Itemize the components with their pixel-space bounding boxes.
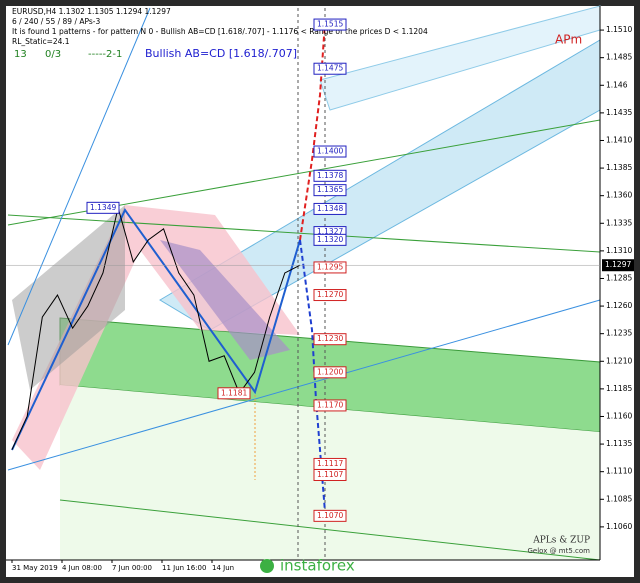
level-label: 1.1270 — [317, 290, 343, 299]
header-line: RL_Static=24.1 — [12, 37, 70, 46]
level-label: 1.1365 — [317, 185, 343, 194]
level-box — [313, 145, 347, 158]
chart-title: Bullish AB=CD [1.618/.707] — [145, 47, 297, 60]
level-box — [313, 18, 347, 31]
y-tick-label: 1.1285 — [606, 273, 632, 282]
level-box — [217, 387, 251, 400]
credit: Gelox @ mt5.com — [527, 547, 590, 555]
current-price-label: 1.1297 — [605, 260, 631, 269]
x-tick-label: 7 Jun 00:00 — [112, 564, 152, 572]
level-box — [313, 399, 347, 412]
x-tick-label: 11 Jun 16:00 — [162, 564, 206, 572]
level-box — [313, 202, 347, 215]
level-label: 1.1327 — [317, 227, 343, 236]
level-label: 1.1070 — [317, 511, 343, 520]
y-tick-label: 1.1410 — [606, 135, 632, 144]
logo — [260, 559, 274, 573]
level-label: 1.1107 — [317, 470, 343, 479]
y-tick-label: 1.1085 — [606, 494, 632, 503]
level-box — [313, 509, 347, 522]
status: -----2-1 — [88, 49, 122, 60]
y-tick-label: 1.1310 — [606, 246, 632, 255]
y-tick-label: 1.1385 — [606, 163, 632, 172]
watermark: instaforex — [280, 557, 355, 575]
level-box — [86, 201, 120, 214]
x-tick-label: 4 Jun 08:00 — [62, 564, 102, 572]
y-tick-label: 1.146 — [606, 80, 628, 89]
header-line: It is found 1 patterns - for pattern N 0… — [12, 27, 428, 36]
y-tick-label: 1.1160 — [606, 411, 632, 420]
level-box — [313, 233, 347, 246]
status: 13 — [14, 49, 27, 60]
y-tick-label: 1.1210 — [606, 356, 632, 365]
y-tick-label: 1.1135 — [606, 439, 632, 448]
level-label: 1.1295 — [317, 262, 343, 271]
price-line — [11, 207, 301, 450]
x-tick-label: 14 Jun — [212, 564, 234, 572]
y-tick-label: 1.1185 — [606, 384, 632, 393]
level-box — [313, 184, 347, 197]
annotation: APm — [555, 33, 582, 47]
status: 0/3 — [45, 49, 61, 60]
level-box — [313, 333, 347, 346]
y-tick-label: 1.1435 — [606, 108, 632, 117]
level-label: 1.1230 — [317, 334, 343, 343]
x-tick-label: 31 May 2019 — [12, 564, 58, 572]
level-label: 1.1200 — [317, 367, 343, 376]
y-tick-label: 1.1360 — [606, 191, 632, 200]
level-label: 1.1170 — [317, 400, 343, 409]
y-tick-label: 1.1110 — [606, 467, 632, 476]
header-line: 6 / 240 / 55 / 89 / APs-3 — [12, 17, 100, 26]
y-tick-label: 1.1485 — [606, 53, 632, 62]
level-label: 1.1378 — [317, 171, 343, 180]
level-box — [313, 468, 347, 481]
level-box — [313, 261, 347, 274]
level-label: 1.1475 — [317, 64, 343, 73]
y-tick-label: 1.1260 — [606, 301, 632, 310]
y-tick-label: 1.1510 — [606, 25, 632, 34]
level-label: 1.1515 — [317, 20, 343, 29]
y-tick-label: 1.1235 — [606, 329, 632, 338]
level-label: 1.1400 — [317, 147, 343, 156]
level-label: 1.1348 — [317, 204, 343, 213]
y-tick-label: 1.1060 — [606, 522, 632, 531]
level-box — [313, 169, 347, 182]
level-label: 1.1349 — [90, 203, 116, 212]
y-tick-label: 1.1335 — [606, 218, 632, 227]
current-price-tag — [602, 259, 634, 272]
credit: APLs & ZUP — [532, 536, 590, 546]
level-label: 1.1320 — [317, 235, 343, 244]
level-box — [313, 62, 347, 75]
level-label: 1.1181 — [221, 388, 247, 397]
header-line: EURUSD,H4 1.1302 1.1305 1.1294 1.1297 — [12, 7, 171, 16]
level-box — [313, 366, 347, 379]
level-label: 1.1117 — [317, 459, 343, 468]
level-box — [313, 289, 347, 302]
